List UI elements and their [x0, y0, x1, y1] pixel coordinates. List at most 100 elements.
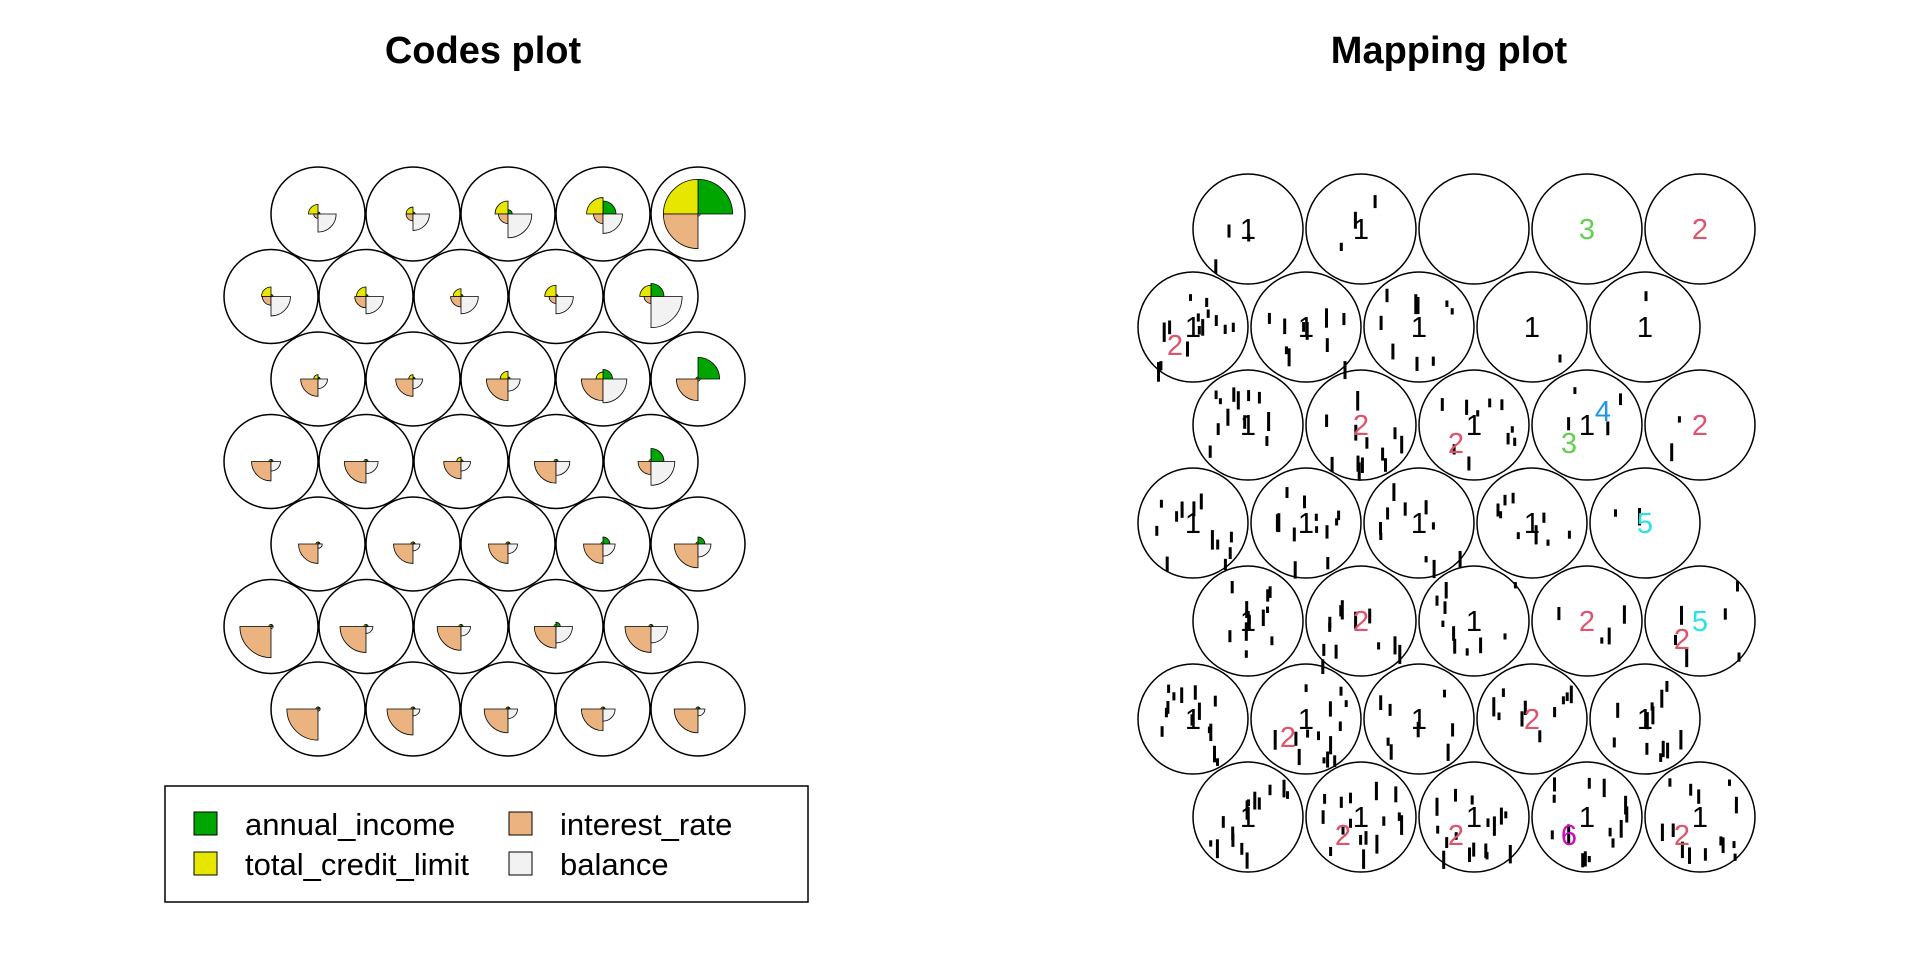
- mapping-point-mark-6-2-12: [1445, 837, 1449, 848]
- mapping-point-mark-1-0-6: [1196, 313, 1200, 322]
- mapping-point-mark-3-0-11: [1229, 531, 1233, 543]
- mapping-point-mark-5-4-11: [1645, 742, 1649, 755]
- mapping-point-mark-1-0-0: [1197, 326, 1201, 335]
- mapping-point-mark-5-0-9: [1166, 701, 1170, 714]
- codes-segment-balance-0-1: [412, 213, 430, 231]
- mapping-point-mark-5-2-5: [1379, 695, 1383, 710]
- codes-segment-interest_rate-3-2: [443, 461, 462, 480]
- mapping-point-mark-6-0-5: [1221, 816, 1225, 828]
- mapping-point-mark-6-4-1: [1734, 796, 1738, 814]
- mapping-point-mark-3-1-11: [1303, 495, 1306, 509]
- mapping-cluster-label: 1: [1524, 312, 1540, 344]
- mapping-point-mark-2-4-0: [1677, 416, 1681, 423]
- codes-segment-balance-2-2: [507, 378, 521, 392]
- mapping-point-mark-6-3-7: [1587, 777, 1591, 789]
- mapping-point-mark-2-2-1: [1488, 398, 1492, 408]
- mapping-point-mark-4-4-4: [1736, 581, 1739, 592]
- mapping-point-mark-4-1-1: [1377, 642, 1381, 650]
- mapping-point-mark-5-3-7: [1497, 712, 1501, 721]
- mapping-point-mark-5-4-10: [1660, 689, 1664, 708]
- mapping-point-mark-3-0-0: [1155, 525, 1159, 536]
- mapping-grid: [1137, 173, 1756, 873]
- mapping-point-mark-2-2-7: [1500, 399, 1504, 411]
- mapping-point-mark-5-4-2: [1612, 737, 1616, 748]
- mapping-point-mark-5-3-5: [1561, 696, 1565, 705]
- codes-segment-balance-2-4: [697, 378, 701, 382]
- mapping-point-mark-1-0-12: [1189, 294, 1192, 301]
- mapping-point-mark-6-0-11: [1268, 784, 1272, 796]
- mapping-point-mark-6-2-0: [1454, 788, 1457, 802]
- mapping-point-mark-5-1-2: [1338, 721, 1342, 731]
- mapping-point-mark-1-0-3: [1168, 320, 1172, 335]
- mapping-cluster-label: 1: [1185, 704, 1201, 736]
- codes-segment-balance-0-4: [697, 213, 701, 217]
- mapping-point-mark-6-3-0: [1611, 838, 1615, 848]
- mapping-point-mark-4-4-3: [1680, 605, 1683, 625]
- codes-segment-interest_rate-4-1: [393, 543, 414, 564]
- mapping-point-mark-4-0-10: [1266, 606, 1269, 613]
- mapping-point-mark-2-0-10: [1232, 387, 1236, 402]
- mapping-point-mark-6-0-13: [1247, 799, 1250, 807]
- codes-segment-balance-6-4: [697, 708, 706, 717]
- mapping-point-mark-2-1-6: [1400, 435, 1404, 454]
- mapping-point-mark-3-4-1: [1638, 508, 1641, 526]
- mapping-point-mark-3-2-2: [1431, 522, 1435, 530]
- mapping-point-mark-6-2-10: [1470, 795, 1474, 805]
- mapping-point-mark-0-1-2: [1339, 242, 1343, 251]
- mapping-point-mark-4-0-0: [1244, 622, 1248, 641]
- mapping-point-mark-5-1-0: [1333, 755, 1337, 767]
- mapping-point-mark-6-3-9: [1550, 830, 1554, 840]
- mapping-point-mark-5-3-9: [1565, 692, 1569, 701]
- codes-segment-balance-0-0: [317, 213, 337, 233]
- codes-segment-balance-4-4: [697, 543, 712, 558]
- mapping-point-mark-0-0-2: [1214, 259, 1218, 274]
- mapping-point-mark-6-3-11: [1619, 819, 1623, 838]
- legend-swatch-interest-rate: [508, 811, 533, 836]
- codes-segment-balance-6-2: [507, 708, 518, 719]
- mapping-point-mark-5-3-0: [1553, 707, 1557, 718]
- mapping-point-mark-1-2-0: [1379, 315, 1383, 330]
- mapping-point-mark-3-2-3: [1379, 522, 1382, 535]
- mapping-point-mark-5-4-4: [1659, 753, 1663, 762]
- mapping-point-mark-4-3-2: [1557, 607, 1561, 621]
- mapping-point-mark-2-0-2: [1218, 398, 1222, 405]
- mapping-unit-3-4: [1589, 467, 1701, 579]
- mapping-unit-6-1: [1305, 761, 1417, 873]
- mapping-point-mark-2-1-4: [1354, 424, 1358, 441]
- mapping-point-mark-3-0-3: [1223, 558, 1227, 571]
- mapping-unit-3-1: [1250, 467, 1362, 579]
- mapping-point-mark-4-1-6: [1334, 644, 1338, 659]
- mapping-point-mark-3-0-1: [1180, 501, 1184, 518]
- mapping-point-mark-5-0-4: [1207, 726, 1211, 734]
- mapping-point-mark-5-1-8: [1297, 748, 1301, 766]
- mapping-point-mark-1-0-4: [1206, 309, 1210, 318]
- mapping-point-mark-6-3-8: [1602, 778, 1606, 798]
- mapping-point-mark-2-2-5: [1452, 444, 1456, 455]
- mapping-point-mark-6-4-0: [1728, 779, 1731, 786]
- mapping-point-mark-1-1-8: [1283, 318, 1287, 335]
- mapping-point-mark-5-0-10: [1180, 687, 1184, 703]
- mapping-point-mark-5-4-6: [1651, 706, 1655, 725]
- mapping-point-mark-5-4-8: [1616, 702, 1620, 718]
- mapping-cluster-label: 2: [1448, 428, 1464, 460]
- mapping-point-mark-1-0-2: [1162, 322, 1166, 342]
- mapping-cluster-label: 1: [1298, 508, 1314, 540]
- codes-segment-balance-4-1: [412, 543, 421, 552]
- codes-segment-balance-1-3: [555, 296, 574, 315]
- mapping-point-mark-5-3-3: [1492, 697, 1496, 717]
- mapping-point-mark-6-1-7: [1400, 815, 1404, 835]
- mapping-point-mark-3-1-10: [1315, 526, 1319, 533]
- mapping-point-mark-6-3-4: [1608, 827, 1612, 837]
- mapping-point-mark-2-1-7: [1356, 391, 1360, 411]
- mapping-point-mark-3-2-0: [1403, 502, 1407, 516]
- mapping-point-mark-5-1-11: [1344, 700, 1348, 707]
- mapping-point-mark-1-1-0: [1342, 313, 1346, 326]
- mapping-point-mark-6-2-1: [1486, 818, 1490, 827]
- mapping-point-mark-6-4-2: [1668, 778, 1672, 787]
- mapping-point-mark-5-1-3: [1304, 684, 1308, 692]
- mapping-cluster-label: 1: [1466, 802, 1482, 834]
- mapping-point-mark-2-2-6: [1506, 432, 1510, 445]
- mapping-point-mark-6-4-6: [1733, 853, 1737, 861]
- mapping-point-mark-4-0-8: [1268, 586, 1272, 598]
- mapping-point-mark-1-1-3: [1284, 346, 1288, 355]
